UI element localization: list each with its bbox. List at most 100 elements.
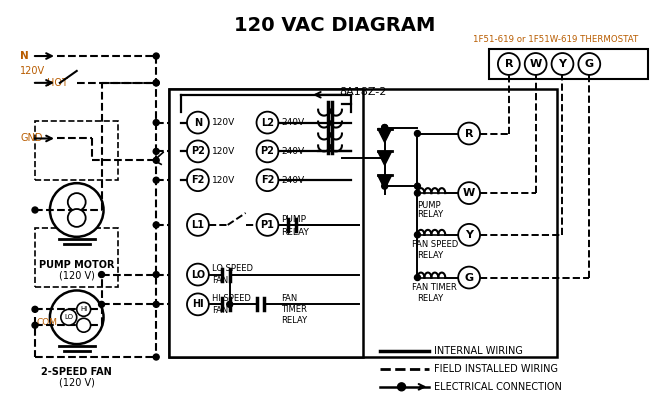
Circle shape bbox=[415, 131, 421, 137]
Text: (120 V): (120 V) bbox=[59, 271, 94, 281]
Text: RELAY: RELAY bbox=[281, 316, 308, 325]
Circle shape bbox=[153, 177, 159, 183]
Text: N: N bbox=[194, 118, 202, 127]
Text: Y: Y bbox=[465, 230, 473, 240]
Text: HOT: HOT bbox=[47, 78, 68, 88]
Text: LO: LO bbox=[64, 314, 73, 320]
Circle shape bbox=[153, 301, 159, 308]
Circle shape bbox=[397, 383, 405, 391]
Text: 240V: 240V bbox=[281, 147, 304, 156]
Circle shape bbox=[382, 183, 388, 189]
Text: FAN: FAN bbox=[281, 294, 297, 303]
Text: 120V: 120V bbox=[20, 66, 46, 76]
Circle shape bbox=[415, 190, 421, 196]
Text: 240V: 240V bbox=[281, 118, 304, 127]
Text: PUMP MOTOR: PUMP MOTOR bbox=[39, 260, 115, 270]
Circle shape bbox=[153, 148, 159, 154]
Text: W: W bbox=[463, 188, 475, 198]
Text: ELECTRICAL CONNECTION: ELECTRICAL CONNECTION bbox=[434, 382, 562, 392]
Text: FAN: FAN bbox=[212, 306, 228, 315]
Text: HI: HI bbox=[192, 299, 204, 309]
Text: COM: COM bbox=[37, 318, 58, 327]
Circle shape bbox=[153, 53, 159, 59]
Text: R: R bbox=[465, 129, 474, 139]
Text: 240V: 240V bbox=[281, 176, 304, 185]
Circle shape bbox=[153, 354, 159, 360]
Circle shape bbox=[187, 214, 209, 236]
Circle shape bbox=[551, 53, 574, 75]
Circle shape bbox=[98, 301, 105, 308]
Text: 120V: 120V bbox=[212, 176, 235, 185]
Text: P2: P2 bbox=[261, 146, 275, 156]
Circle shape bbox=[50, 290, 104, 344]
Circle shape bbox=[32, 322, 38, 328]
Text: 1F51-619 or 1F51W-619 THERMOSTAT: 1F51-619 or 1F51W-619 THERMOSTAT bbox=[473, 35, 638, 44]
Circle shape bbox=[32, 306, 38, 312]
Bar bbox=[169, 89, 363, 357]
Circle shape bbox=[77, 303, 90, 316]
Text: 120V: 120V bbox=[212, 147, 235, 156]
Text: (120 V): (120 V) bbox=[59, 378, 94, 388]
Text: RELAY: RELAY bbox=[417, 251, 444, 260]
Circle shape bbox=[153, 158, 159, 163]
Circle shape bbox=[415, 232, 421, 238]
Circle shape bbox=[458, 224, 480, 246]
Polygon shape bbox=[378, 129, 392, 142]
Circle shape bbox=[187, 140, 209, 162]
Text: TIMER: TIMER bbox=[281, 305, 308, 314]
Circle shape bbox=[415, 183, 421, 189]
Bar bbox=[169, 89, 557, 357]
Text: PUMP: PUMP bbox=[417, 201, 441, 210]
Circle shape bbox=[187, 264, 209, 285]
Circle shape bbox=[153, 222, 159, 228]
Circle shape bbox=[382, 124, 388, 131]
Circle shape bbox=[50, 183, 104, 237]
Circle shape bbox=[257, 111, 278, 134]
Circle shape bbox=[153, 80, 159, 86]
Text: F2: F2 bbox=[261, 175, 274, 185]
Text: PUMP: PUMP bbox=[281, 215, 306, 225]
Circle shape bbox=[415, 274, 421, 281]
Text: 120V: 120V bbox=[212, 118, 235, 127]
Text: LO SPEED: LO SPEED bbox=[212, 264, 253, 273]
Text: P1: P1 bbox=[261, 220, 275, 230]
Text: HI SPEED: HI SPEED bbox=[212, 294, 251, 303]
Polygon shape bbox=[378, 151, 392, 165]
Text: F2: F2 bbox=[191, 175, 204, 185]
Text: FAN TIMER: FAN TIMER bbox=[413, 283, 457, 292]
Text: 120 VAC DIAGRAM: 120 VAC DIAGRAM bbox=[234, 16, 436, 35]
Circle shape bbox=[153, 272, 159, 277]
Circle shape bbox=[61, 309, 77, 325]
Text: R: R bbox=[505, 59, 513, 69]
Bar bbox=[35, 121, 119, 180]
Bar bbox=[35, 228, 119, 287]
Circle shape bbox=[458, 123, 480, 145]
Text: N: N bbox=[20, 51, 29, 61]
Text: L1: L1 bbox=[192, 220, 204, 230]
Circle shape bbox=[77, 318, 90, 332]
Circle shape bbox=[458, 266, 480, 288]
Circle shape bbox=[187, 293, 209, 315]
Text: FAN: FAN bbox=[212, 276, 228, 285]
Text: W: W bbox=[529, 59, 542, 69]
Text: INTERNAL WIRING: INTERNAL WIRING bbox=[434, 346, 523, 356]
Circle shape bbox=[153, 80, 159, 86]
Circle shape bbox=[187, 169, 209, 191]
Circle shape bbox=[458, 182, 480, 204]
Circle shape bbox=[32, 207, 38, 213]
Circle shape bbox=[68, 193, 86, 211]
Text: G: G bbox=[585, 59, 594, 69]
Text: L2: L2 bbox=[261, 118, 274, 127]
Text: G: G bbox=[464, 272, 474, 282]
Circle shape bbox=[498, 53, 520, 75]
Text: FAN SPEED: FAN SPEED bbox=[413, 240, 459, 249]
Circle shape bbox=[226, 301, 232, 308]
Circle shape bbox=[257, 169, 278, 191]
Text: 8A18Z-2: 8A18Z-2 bbox=[339, 87, 387, 97]
Circle shape bbox=[257, 214, 278, 236]
Text: P2: P2 bbox=[191, 146, 205, 156]
Text: FIELD INSTALLED WIRING: FIELD INSTALLED WIRING bbox=[434, 364, 558, 374]
Circle shape bbox=[98, 272, 105, 277]
Bar bbox=[489, 49, 648, 79]
Text: RELAY: RELAY bbox=[417, 294, 444, 303]
